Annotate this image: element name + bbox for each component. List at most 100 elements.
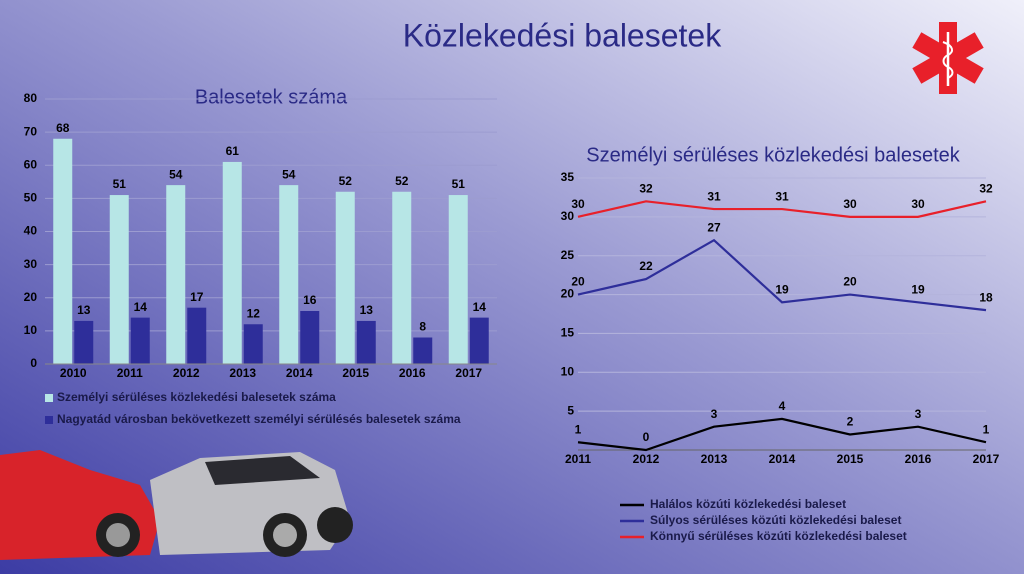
data-label: 20 — [571, 275, 585, 289]
x-tick-label: 2014 — [769, 452, 796, 466]
x-tick-label: 2014 — [286, 366, 313, 380]
y-tick-label: 30 — [24, 257, 38, 271]
y-tick-label: 20 — [24, 290, 38, 304]
x-tick-label: 2013 — [229, 366, 256, 380]
bar — [300, 311, 320, 364]
x-tick-label: 2017 — [455, 366, 482, 380]
data-label: 14 — [473, 300, 487, 314]
x-tick-label: 2011 — [117, 366, 143, 380]
bar — [413, 337, 433, 364]
y-tick-label: 80 — [24, 91, 38, 105]
data-label: 2 — [847, 415, 854, 429]
data-label: 32 — [979, 181, 993, 195]
x-tick-label: 2011 — [565, 452, 591, 466]
chart-title: Balesetek száma — [195, 86, 348, 108]
y-tick-label: 60 — [24, 157, 38, 171]
bar — [448, 195, 468, 364]
data-label: 30 — [843, 197, 857, 211]
bar — [279, 185, 299, 364]
data-label: 8 — [419, 320, 426, 334]
bar — [469, 317, 489, 364]
bar — [109, 195, 129, 364]
data-label: 20 — [843, 275, 857, 289]
medical-icon — [912, 22, 984, 94]
data-label: 31 — [707, 189, 721, 203]
bar — [335, 191, 355, 364]
data-label: 3 — [711, 407, 718, 421]
x-tick-label: 2016 — [399, 366, 426, 380]
line — [577, 200, 987, 218]
y-tick-label: 0 — [30, 356, 37, 370]
data-label: 30 — [571, 197, 585, 211]
legend-label: Nagyatád városban bekövetkezett személyi… — [57, 412, 461, 426]
legend-label: Könnyű sérüléses közúti közlekedési bale… — [650, 529, 907, 543]
y-tick-label: 40 — [24, 224, 38, 238]
data-label: 0 — [643, 430, 650, 444]
data-label: 18 — [979, 290, 993, 304]
data-label: 19 — [911, 283, 925, 297]
data-label: 68 — [56, 121, 70, 135]
bar — [53, 138, 73, 364]
data-label: 3 — [915, 407, 922, 421]
bar — [222, 161, 242, 364]
y-tick-label: 30 — [561, 209, 575, 223]
x-tick-label: 2012 — [633, 452, 660, 466]
line — [577, 417, 987, 452]
bar — [392, 191, 412, 364]
x-tick-label: 2015 — [342, 366, 369, 380]
x-tick-label: 2010 — [60, 366, 87, 380]
car-illustration — [0, 450, 353, 560]
data-label: 27 — [707, 220, 721, 234]
y-tick-label: 10 — [561, 364, 575, 378]
data-label: 4 — [779, 399, 786, 413]
legend-label: Személyi sérüléses közlekedési balesetek… — [57, 390, 336, 404]
data-label: 51 — [452, 177, 466, 191]
bar — [130, 317, 150, 364]
data-label: 61 — [226, 144, 240, 158]
legend-label: Halálos közúti közlekedési baleset — [650, 497, 846, 511]
chart-title: Személyi sérüléses közlekedési balesetek — [586, 144, 961, 166]
data-label: 54 — [169, 167, 183, 181]
data-label: 31 — [775, 189, 789, 203]
y-tick-label: 50 — [24, 191, 38, 205]
data-label: 12 — [247, 306, 261, 320]
data-label: 1 — [983, 422, 990, 436]
slide-title: Közlekedési balesetek — [403, 17, 722, 53]
y-tick-label: 35 — [561, 170, 575, 184]
data-label: 30 — [911, 197, 925, 211]
x-tick-label: 2017 — [973, 452, 1000, 466]
bar — [74, 320, 94, 364]
data-label: 52 — [339, 174, 353, 188]
data-label: 17 — [190, 290, 204, 304]
y-tick-label: 10 — [24, 323, 38, 337]
data-label: 19 — [775, 283, 789, 297]
y-tick-label: 70 — [24, 124, 38, 138]
line — [577, 238, 987, 312]
data-label: 1 — [575, 422, 582, 436]
y-tick-label: 25 — [561, 248, 575, 262]
legend-swatch — [45, 394, 53, 402]
data-label: 52 — [395, 174, 409, 188]
y-tick-label: 5 — [567, 403, 574, 417]
data-label: 22 — [639, 259, 653, 273]
x-tick-label: 2012 — [173, 366, 200, 380]
x-tick-label: 2015 — [837, 452, 864, 466]
legend-swatch — [45, 416, 53, 424]
data-label: 14 — [134, 300, 148, 314]
bar — [166, 185, 186, 364]
bar — [187, 307, 207, 364]
data-label: 54 — [282, 167, 296, 181]
bar — [243, 324, 263, 364]
legend-label: Súlyos sérüléses közúti közlekedési bale… — [650, 513, 901, 527]
y-tick-label: 15 — [561, 326, 575, 340]
data-label: 16 — [303, 293, 317, 307]
y-tick-label: 20 — [561, 287, 575, 301]
bar — [356, 320, 376, 364]
data-label: 13 — [360, 303, 374, 317]
data-label: 13 — [77, 303, 91, 317]
data-label: 51 — [113, 177, 127, 191]
x-tick-label: 2013 — [701, 452, 728, 466]
x-tick-label: 2016 — [905, 452, 932, 466]
data-label: 32 — [639, 181, 653, 195]
